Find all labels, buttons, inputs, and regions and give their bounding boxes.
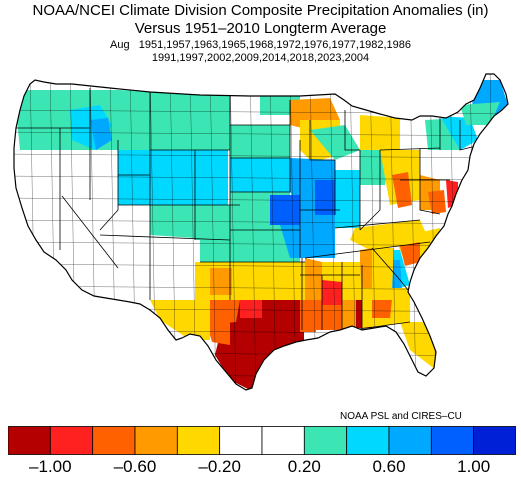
colorbar-swatch: [49, 426, 94, 455]
colorbar-tick-label: –1.00: [29, 457, 72, 476]
colorbar-swatch: [261, 426, 305, 455]
state-borders: [14, 88, 477, 335]
anomaly-region: [360, 248, 372, 290]
anomaly-region: [310, 125, 360, 160]
anomaly-region: [230, 125, 290, 158]
anomaly-region: [335, 170, 360, 228]
colorbar: [8, 426, 516, 455]
colorbar-tick-label: 1.00: [457, 457, 491, 476]
anomaly-region: [215, 300, 304, 390]
map-title: NOAA/NCEI Climate Division Composite Pre…: [32, 2, 489, 19]
anomaly-region: [240, 300, 262, 318]
colorbar-swatch: [8, 426, 51, 455]
colorbar-tick-label: 0.20: [287, 457, 321, 476]
anomaly-region: [400, 242, 420, 266]
month-label: Aug: [110, 39, 130, 51]
colorbar-tick-label: 0.60: [372, 457, 406, 476]
colorbar-swatch: [303, 426, 348, 455]
colorbar-swatch: [176, 426, 221, 455]
anomaly-region: [270, 195, 300, 225]
colorbar-swatch: [346, 426, 390, 455]
anomaly-region: [392, 172, 412, 208]
anomaly-region: [195, 205, 230, 240]
map-subtitle: Versus 1951–2010 Longterm Average: [134, 20, 387, 37]
colorbar-swatch: [92, 426, 136, 455]
anomaly-region: [400, 322, 436, 370]
colorbar-swatch: [473, 426, 516, 455]
anomaly-region: [360, 115, 400, 150]
anomaly-region: [150, 300, 210, 340]
colorbar-swatch: [219, 426, 263, 455]
credit-label: NOAA PSL and CIRES–CU: [340, 411, 462, 422]
anomaly-region: [280, 225, 335, 258]
anomaly-region: [342, 262, 362, 300]
anomaly-region: [210, 268, 232, 295]
us-precipitation-anomaly-map: [13, 73, 509, 391]
colorbar-swatch: [430, 426, 475, 455]
composite-years-line-2: 1991,1997,2002,2009,2014,2018,2023,2004: [151, 52, 370, 64]
anomaly-region: [300, 300, 316, 332]
colorbar-swatch: [388, 426, 432, 455]
anomaly-region: [150, 205, 195, 238]
anomaly-regions: [14, 80, 508, 390]
anomaly-region: [230, 230, 300, 262]
anomaly-region: [372, 300, 392, 318]
anomaly-region: [230, 158, 290, 192]
anomaly-region: [460, 102, 500, 125]
colorbar-tick-label: –0.60: [113, 457, 157, 476]
anomaly-region: [90, 118, 112, 150]
anomaly-region: [372, 248, 394, 290]
colorbar-swatch: [134, 426, 178, 455]
anomaly-region: [120, 90, 230, 150]
state-region-overlay: [13, 73, 509, 391]
anomaly-region: [200, 240, 230, 262]
anomaly-region: [315, 180, 335, 215]
anomaly-region: [118, 150, 150, 205]
anomaly-region: [322, 280, 342, 305]
colorbar-tick-label: –0.20: [198, 457, 241, 476]
anomaly-region: [230, 262, 305, 300]
composite-years-line-1: Aug 1951,1957,1963,1965,1968,1972,1976,1…: [0, 39, 521, 51]
years-list-1: 1951,1957,1963,1965,1968,1972,1976,1977,…: [138, 39, 411, 51]
anomaly-region: [305, 258, 322, 300]
